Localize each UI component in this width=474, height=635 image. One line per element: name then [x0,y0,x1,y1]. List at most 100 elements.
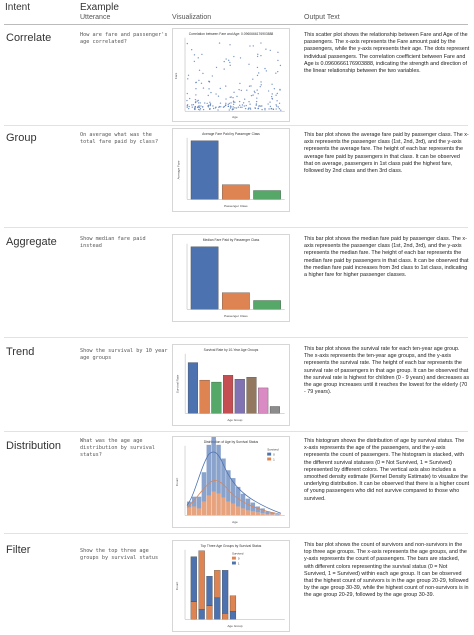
scatter-point [234,101,236,103]
intent-label: Aggregate [6,236,57,248]
example-row-aggregate: Aggregate Show median fare paid instead … [0,228,474,336]
utterance-text: How are fare and passenger's age correla… [80,32,168,45]
y-axis-label: Fare [174,73,178,80]
scatter-point [197,99,199,102]
bar-age-10 [199,379,210,414]
scatter-point [212,107,215,110]
header-utterance: Utterance [80,14,111,21]
scatter-point [202,72,204,75]
bar-class-2 [222,292,250,310]
histogram-bar-not-survived [196,496,202,509]
chart-title: Top Three Age Groups by Survival Status [201,544,262,548]
histogram-bar-not-survived [235,486,241,507]
scatter-point [197,102,200,104]
scatter-plot: Correlation between Fare and Age: 0.0960… [172,28,290,122]
scatter-point [252,45,254,47]
scatter-point [193,60,196,63]
chart-title: Distribution of Age by Survival Status [204,440,259,444]
scatter-point [223,105,226,108]
scatter-point [241,104,244,106]
scatter-point [255,100,258,103]
histogram-bar-not-survived [226,470,231,502]
scatter-point [239,82,241,85]
scatter-point [188,105,190,108]
legend: Survived 0 1 [231,552,244,565]
bar-class-2 [222,184,250,200]
histogram-bars [186,437,280,516]
bar-chart-survival-by-age: Survival Rate by 10-Year Age Groups Age … [172,344,290,426]
scatter-point [249,45,251,47]
output-text: This bar plot shows the count of survivo… [304,542,469,599]
scatter-point [231,109,234,111]
histogram-bar-survived [260,513,265,516]
scatter-point [256,97,258,99]
scatter-point [232,97,234,99]
scatter-point [202,108,205,111]
scatter-point [233,91,235,93]
histogram-bar-not-survived [201,472,207,502]
scatter-point [209,101,211,103]
histogram-bar-not-survived [231,478,236,504]
utterance-text: On average what was the total fare paid … [80,132,159,145]
scatter-point [193,54,196,56]
scatter-point [208,88,210,90]
scatter-point [256,74,259,77]
scatter-point [271,98,274,100]
scatter-point [256,66,259,69]
scatter-point [190,49,193,51]
row-divider [4,125,468,126]
legend-title: Survived [232,552,244,556]
scatter-point [232,101,235,103]
scatter-point [273,88,276,90]
scatter-point [270,107,273,110]
scatter-point [261,105,263,107]
scatter-point [220,106,222,108]
histogram-bar-survived [206,495,212,516]
x-axis-label: Passenger Class [224,314,248,318]
histogram-bar-survived [216,493,221,516]
x-axis-label: Age Group [227,418,242,422]
stacked-bar-upper [190,556,197,602]
chart-title: Correlation between Fare and Age: 0.0960… [189,32,274,36]
scatter-point [248,63,250,65]
scatter-point [257,53,259,56]
scatter-point [209,108,211,111]
scatter-point [248,85,251,87]
histogram-bar-survived [270,514,275,516]
scatter-point [257,92,259,95]
scatter-point [230,96,232,98]
scatter-point [275,108,277,110]
utterance-text: Show median fare paid instead [80,236,146,249]
scatter-point [212,105,214,107]
scatter-point [207,106,210,108]
scatter-point [194,108,196,110]
scatter-point [202,106,204,108]
bar-age-0 [187,362,198,414]
scatter-point [218,106,220,109]
scatter-point [186,42,188,45]
scatter-point [260,84,262,86]
histogram-bar-survived [221,497,226,516]
scatter-point [277,59,279,62]
bar-age-20 [211,381,222,414]
scatter-point [229,105,232,107]
scatter-point [269,105,272,108]
histogram-bar-survived [201,501,207,516]
scatter-point [254,107,256,109]
scatter-point [206,102,208,105]
scatter-point [223,60,225,63]
bar-age-60 [258,387,269,414]
scatter-point [260,105,262,107]
scatter-point [195,94,197,96]
scatter-point [240,89,243,92]
scatter-point [257,107,260,109]
legend-label-0: 0 [238,557,240,561]
scatter-point [244,107,247,110]
scatter-point [260,81,262,83]
bar-age-40 [234,379,245,414]
histogram-bar-not-survived [216,444,221,494]
bar-class-1 [190,140,219,200]
scatter-point [188,97,191,100]
scatter-point [271,83,273,85]
stacked-bar-upper [222,570,229,614]
